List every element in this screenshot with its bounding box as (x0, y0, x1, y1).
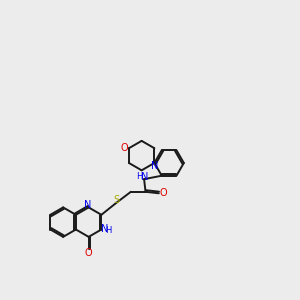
Text: N: N (151, 161, 158, 172)
Text: O: O (85, 248, 92, 258)
Text: H: H (106, 226, 112, 235)
Text: N: N (84, 200, 91, 210)
Text: O: O (121, 143, 129, 153)
Text: N: N (141, 172, 148, 182)
Text: O: O (159, 188, 167, 198)
Text: H: H (136, 172, 143, 181)
Text: N: N (100, 224, 108, 234)
Text: S: S (113, 195, 119, 205)
